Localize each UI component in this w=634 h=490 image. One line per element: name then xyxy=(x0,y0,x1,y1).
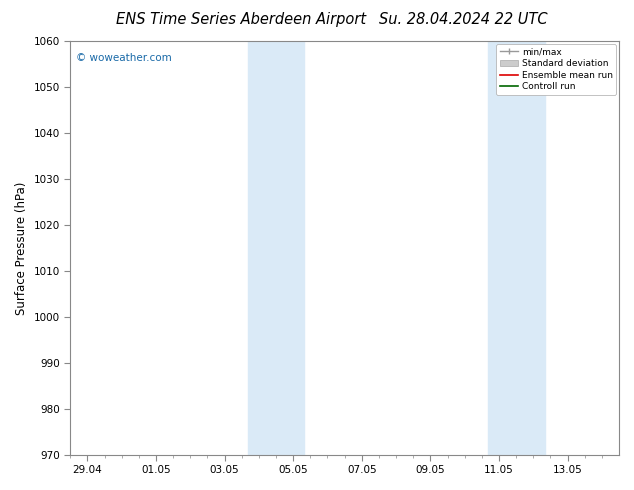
Text: Su. 28.04.2024 22 UTC: Su. 28.04.2024 22 UTC xyxy=(378,12,547,27)
Legend: min/max, Standard deviation, Ensemble mean run, Controll run: min/max, Standard deviation, Ensemble me… xyxy=(496,44,616,95)
Text: ENS Time Series Aberdeen Airport: ENS Time Series Aberdeen Airport xyxy=(116,12,366,27)
Bar xyxy=(247,41,304,455)
Y-axis label: Surface Pressure (hPa): Surface Pressure (hPa) xyxy=(15,181,28,315)
Bar xyxy=(488,41,545,455)
Text: © woweather.com: © woweather.com xyxy=(75,53,171,64)
